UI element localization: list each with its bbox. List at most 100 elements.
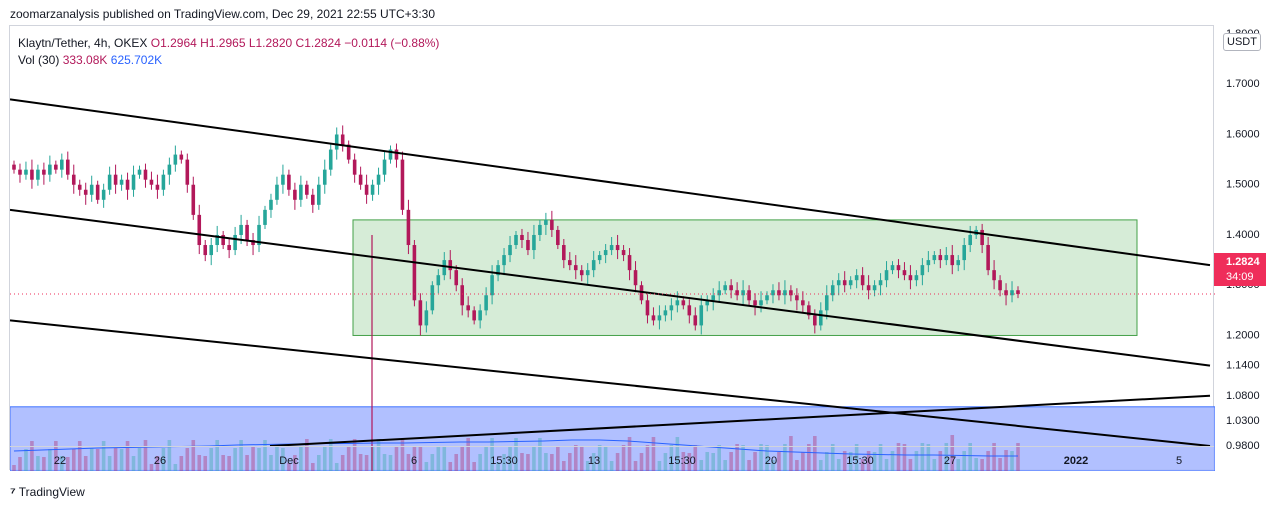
volume-bar	[813, 436, 817, 471]
time-tick-label: 15:30	[490, 455, 518, 467]
candle-body	[562, 245, 566, 261]
price-scale[interactable]: 1.80001.70001.60001.50001.40001.30001.20…	[1214, 25, 1280, 470]
candle-body	[119, 179, 124, 185]
volume-bar	[801, 452, 805, 471]
price-tick-label: 1.4000	[1226, 229, 1260, 241]
volume-bar	[143, 440, 148, 471]
volume-bar	[783, 444, 787, 471]
volume-bar	[281, 448, 285, 471]
candle-body	[813, 315, 817, 326]
candle-body	[484, 295, 488, 311]
time-tick-label: Dec	[279, 455, 299, 467]
candle-body	[1010, 290, 1014, 296]
volume-bar	[328, 439, 333, 471]
candle-body	[12, 164, 16, 170]
volume-bar	[633, 461, 638, 471]
volume-bar	[544, 453, 548, 471]
candle-body	[556, 229, 560, 246]
volume-bar	[316, 455, 321, 471]
trendline-1	[10, 98, 1211, 267]
price-tick-label: 1.5000	[1226, 179, 1260, 191]
candle-body	[938, 255, 943, 261]
candle-body	[376, 174, 381, 185]
ohlc-values: O1.2964 H1.2965 L1.2820 C1.2824 −0.0114 …	[150, 36, 440, 50]
candle-body	[705, 300, 710, 306]
candle-body	[233, 234, 237, 251]
candle-body	[854, 275, 859, 281]
candle-body	[316, 184, 321, 205]
candle-body	[442, 260, 447, 276]
candle-body	[657, 315, 662, 321]
time-tick-label: 22	[54, 455, 66, 467]
candle-body	[711, 295, 716, 301]
volume-bar	[824, 452, 829, 471]
candle-body	[818, 310, 823, 326]
volume-bar	[185, 448, 190, 471]
volume-bar	[125, 441, 130, 471]
volume-bar	[711, 453, 716, 471]
candle-body	[496, 265, 500, 276]
candle-body	[299, 184, 303, 200]
volume-bar	[693, 445, 698, 471]
symbol-label[interactable]: Klaytn/Tether, 4h, OKEX	[18, 36, 148, 50]
candle-body	[113, 174, 118, 185]
candle-body	[795, 295, 799, 301]
candle-body	[944, 255, 949, 261]
candle-body	[836, 280, 841, 286]
volume-bar	[334, 463, 339, 471]
volume-bar	[836, 459, 841, 471]
candle-body	[741, 290, 745, 296]
volume-bar	[71, 449, 76, 471]
candle-body	[275, 184, 279, 200]
candle-body	[968, 234, 972, 246]
candle-body	[293, 189, 297, 200]
consolidation-range-box	[352, 219, 1138, 336]
candle-body	[227, 245, 231, 251]
volume-bar	[1010, 451, 1014, 471]
volume-bar	[394, 447, 399, 471]
candle-body	[920, 265, 925, 276]
volume-bar	[412, 446, 417, 471]
candle-body	[980, 229, 984, 246]
candle-body	[723, 285, 727, 291]
candle-body	[532, 234, 536, 251]
candle-body	[197, 214, 202, 246]
volume-bar	[520, 453, 524, 471]
candle-body	[245, 224, 249, 240]
volume-bar	[860, 459, 865, 471]
trendline-2	[10, 208, 1211, 367]
footer[interactable]: ⁷ TradingView	[10, 484, 85, 500]
volume-bar	[753, 452, 757, 471]
candle-body	[263, 209, 267, 225]
currency-button[interactable]: USDT	[1223, 33, 1261, 51]
time-scale[interactable]: 22 26 Dec 6 15:30 13 15:30 20 15:30 27 2022 5	[9, 446, 1214, 471]
candle-body	[962, 245, 967, 261]
volume-bar	[872, 452, 877, 471]
volume-bar	[442, 447, 447, 471]
candle-body	[107, 174, 112, 190]
volume-bar	[651, 437, 656, 471]
volume-bar	[717, 445, 721, 471]
price-chart-svg[interactable]	[10, 26, 1215, 471]
candle-body	[95, 184, 100, 200]
volume-bar	[257, 448, 261, 471]
volume-indicator-label[interactable]: Vol (30)	[18, 53, 60, 67]
volume-bar	[251, 447, 255, 471]
volume-bar	[269, 455, 273, 471]
volume-bar	[980, 459, 984, 471]
volume-bar	[227, 456, 231, 471]
volume-bar	[669, 445, 674, 471]
chart-pane[interactable]	[9, 25, 1215, 471]
volume-bar	[149, 464, 154, 471]
candle-body	[269, 199, 273, 210]
volume-bar	[818, 460, 823, 471]
candle-body	[538, 224, 542, 235]
time-tick-label: 26	[154, 455, 166, 467]
volume-bar	[490, 438, 494, 471]
volume-bar	[681, 452, 686, 471]
volume-bar	[131, 456, 136, 471]
volume-bar	[556, 446, 560, 471]
volume-bar	[759, 444, 763, 471]
time-tick-label: 13	[588, 455, 600, 467]
volume-bar	[508, 446, 512, 471]
